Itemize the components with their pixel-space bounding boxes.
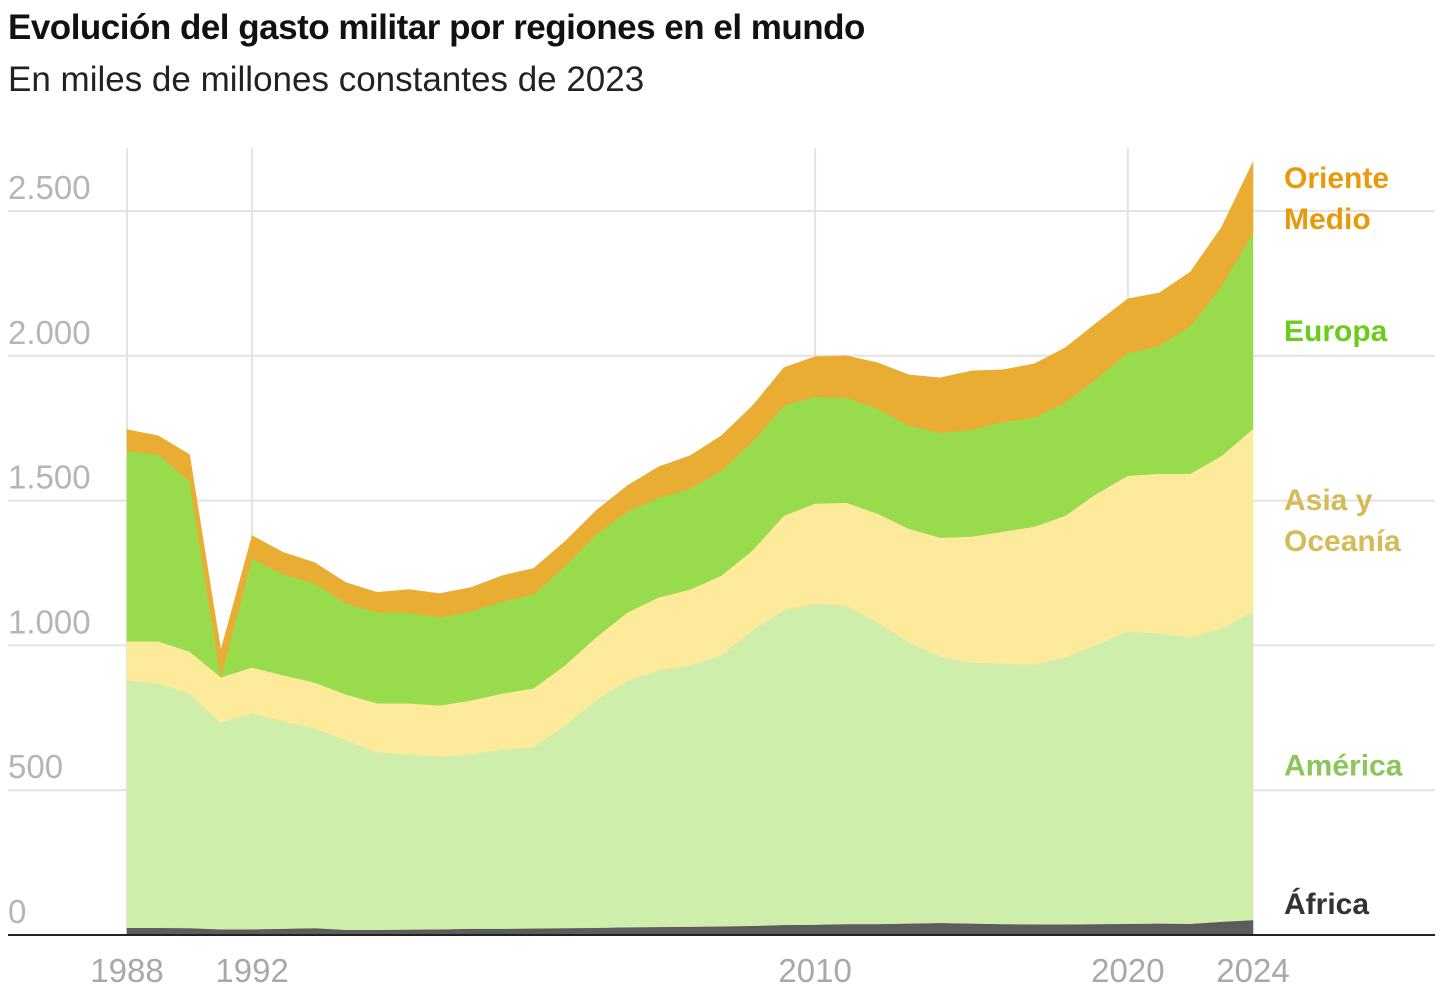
x-tick-label: 2020 [1091, 952, 1164, 989]
series-label-américa: América [1284, 750, 1403, 783]
series-label-áfrica: África [1284, 887, 1369, 921]
y-tick-label: 1.000 [8, 603, 91, 640]
area-series [126, 161, 1254, 936]
y-tick-label: 2.000 [8, 314, 91, 351]
x-tick-label: 1988 [90, 952, 163, 989]
y-tick-label: 2.500 [8, 169, 91, 206]
series-label-oriente-medio: Medio [1284, 203, 1371, 236]
y-tick-label: 1.500 [8, 459, 91, 496]
x-tick-label: 2024 [1216, 952, 1289, 989]
series-labels: África América Asia y Oceanía Europa Oriente M… [1284, 162, 1403, 921]
series-label-asia-y-oceanía: Oceanía [1284, 525, 1401, 558]
area-oriente-medio [126, 161, 1254, 678]
y-tick-label: 0 [8, 893, 26, 930]
x-tick-label: 1992 [215, 952, 288, 989]
x-tick-label: 2010 [778, 952, 851, 989]
chart-subtitle: En miles de millones constantes de 2023 [8, 60, 645, 99]
series-label-europa: Europa [1284, 315, 1388, 348]
series-label-oriente-medio: Oriente [1284, 162, 1389, 195]
chart-title: Evolución del gasto militar por regiones… [8, 8, 865, 47]
series-label-asia-y-oceanía: Asia y [1284, 484, 1373, 517]
axes: 0 500 1.000 1.500 2.000 2.500 1988 1992 2010 2020… [8, 169, 1435, 989]
y-tick-label: 500 [8, 748, 63, 785]
